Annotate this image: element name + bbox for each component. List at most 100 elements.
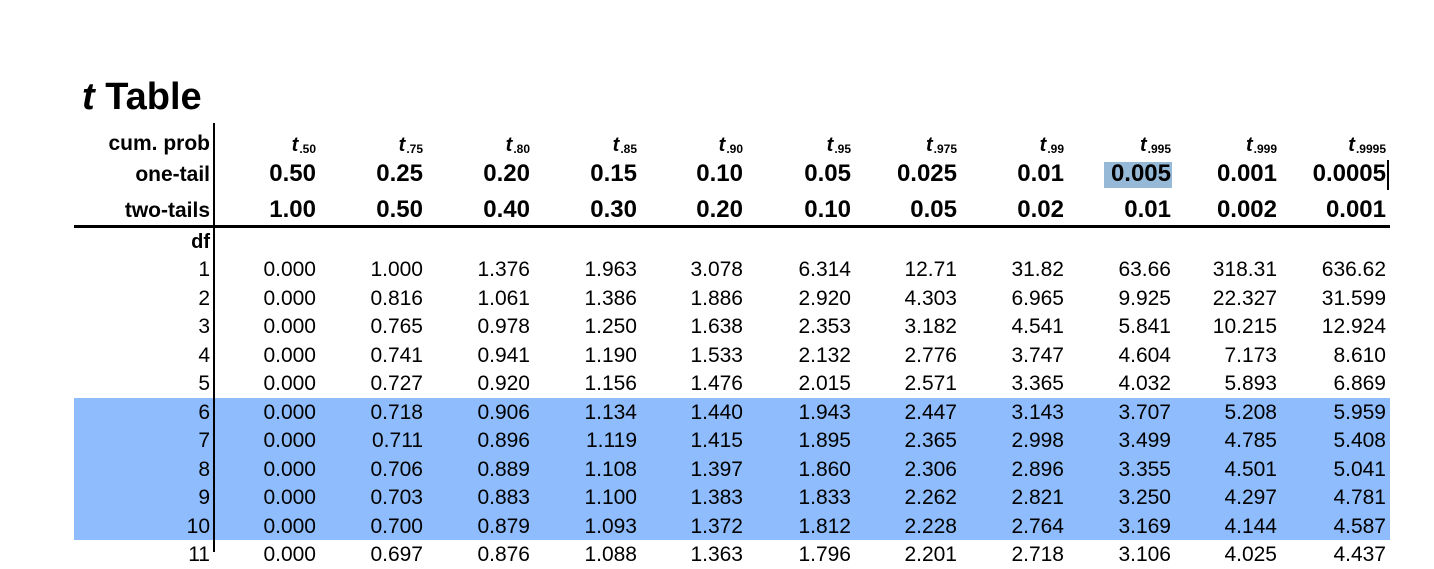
table-cell[interactable]: 6.869 [1333, 372, 1386, 395]
table-cell[interactable]: 3.169 [1118, 515, 1171, 538]
table-cell[interactable]: 4.144 [1224, 515, 1277, 538]
table-cell[interactable]: 8.610 [1333, 344, 1386, 367]
table-cell[interactable]: 0.879 [477, 515, 530, 538]
table-cell[interactable]: 0.697 [370, 543, 423, 566]
table-cell[interactable]: 2.365 [904, 429, 957, 452]
table-cell[interactable]: 4.501 [1224, 458, 1277, 481]
table-cell[interactable]: 0.978 [477, 315, 530, 338]
one-tail-cell[interactable]: 0.50 [269, 160, 316, 187]
table-cell[interactable]: 636.62 [1321, 258, 1386, 281]
table-cell[interactable]: 0.727 [370, 372, 423, 395]
table-cell[interactable]: 1.363 [690, 543, 743, 566]
table-cell[interactable]: 2.132 [798, 344, 851, 367]
table-cell[interactable]: 2.353 [798, 315, 851, 338]
table-cell[interactable]: 4.604 [1118, 344, 1171, 367]
table-cell[interactable]: 0.816 [370, 287, 423, 310]
table-cell[interactable]: 1.397 [690, 458, 743, 481]
table-cell[interactable]: 2.718 [1011, 543, 1064, 566]
table-cell[interactable]: 0.000 [263, 543, 316, 566]
cum-prob-header-cell[interactable]: t.999 [1246, 134, 1277, 157]
two-tails-cell[interactable]: 0.001 [1325, 196, 1386, 223]
table-cell[interactable]: 0.889 [477, 458, 530, 481]
table-cell[interactable]: 1.000 [370, 258, 423, 281]
table-cell[interactable]: 0.700 [370, 515, 423, 538]
table-cell[interactable]: 5.893 [1224, 372, 1277, 395]
table-cell[interactable]: 0.941 [477, 344, 530, 367]
table-cell[interactable]: 0.741 [370, 344, 423, 367]
table-cell[interactable]: 1.943 [798, 401, 851, 424]
table-cell[interactable]: 1.386 [584, 287, 637, 310]
table-cell[interactable]: 1.895 [798, 429, 851, 452]
table-cell[interactable]: 0.000 [263, 258, 316, 281]
table-cell[interactable]: 6.965 [1011, 287, 1064, 310]
cum-prob-header-cell[interactable]: t.80 [506, 134, 530, 157]
two-tails-cell[interactable]: 0.10 [804, 196, 851, 223]
table-cell[interactable]: 0.000 [263, 429, 316, 452]
cum-prob-header-cell[interactable]: t.9995 [1348, 134, 1386, 157]
table-cell[interactable]: 5.841 [1118, 315, 1171, 338]
table-cell[interactable]: 2.896 [1011, 458, 1064, 481]
table-cell[interactable]: 1.372 [690, 515, 743, 538]
table-cell[interactable]: 3.747 [1011, 344, 1064, 367]
cum-prob-header-cell[interactable]: t.75 [399, 134, 423, 157]
table-cell[interactable]: 22.327 [1212, 287, 1277, 310]
one-tail-cell[interactable]: 0.10 [696, 160, 743, 187]
table-cell[interactable]: 3.250 [1118, 486, 1171, 509]
table-cell[interactable]: 1.108 [584, 458, 637, 481]
table-cell[interactable]: 1.860 [798, 458, 851, 481]
table-cell[interactable]: 1.190 [584, 344, 637, 367]
table-cell[interactable]: 0.883 [477, 486, 530, 509]
table-cell[interactable]: 7.173 [1224, 344, 1277, 367]
table-cell[interactable]: 2.764 [1011, 515, 1064, 538]
one-tail-cell[interactable]: 0.05 [804, 160, 851, 187]
table-cell[interactable]: 1.415 [690, 429, 743, 452]
one-tail-cell[interactable]: 0.005 [1110, 160, 1171, 187]
table-cell[interactable]: 0.000 [263, 344, 316, 367]
table-cell[interactable]: 4.541 [1011, 315, 1064, 338]
table-cell[interactable]: 0.718 [370, 401, 423, 424]
table-cell[interactable]: 5.408 [1333, 429, 1386, 452]
table-cell[interactable]: 0.711 [372, 429, 423, 452]
one-tail-cell[interactable]: 0.025 [896, 160, 957, 187]
two-tails-cell[interactable]: 0.20 [696, 196, 743, 223]
table-cell[interactable]: 31.82 [1011, 258, 1064, 281]
table-cell[interactable]: 1.376 [477, 258, 530, 281]
cum-prob-header-cell[interactable]: t.95 [827, 134, 851, 157]
table-cell[interactable]: 5.041 [1333, 458, 1386, 481]
table-cell[interactable]: 0.765 [370, 315, 423, 338]
table-cell[interactable]: 0.906 [477, 401, 530, 424]
table-cell[interactable]: 4.437 [1333, 543, 1386, 566]
table-cell[interactable]: 4.032 [1118, 372, 1171, 395]
table-cell[interactable]: 4.025 [1224, 543, 1277, 566]
table-cell[interactable]: 1.156 [584, 372, 637, 395]
table-cell[interactable]: 0.896 [477, 429, 530, 452]
table-cell[interactable]: 12.71 [904, 258, 957, 281]
one-tail-cell[interactable]: 0.20 [483, 160, 530, 187]
table-cell[interactable]: 1.061 [477, 287, 530, 310]
table-cell[interactable]: 3.106 [1118, 543, 1171, 566]
table-cell[interactable]: 1.440 [690, 401, 743, 424]
table-cell[interactable]: 4.785 [1224, 429, 1277, 452]
table-cell[interactable]: 3.355 [1118, 458, 1171, 481]
table-cell[interactable]: 3.078 [690, 258, 743, 281]
table-cell[interactable]: 3.499 [1118, 429, 1171, 452]
table-cell[interactable]: 0.000 [263, 486, 316, 509]
table-cell[interactable]: 1.250 [584, 315, 637, 338]
table-cell[interactable]: 4.587 [1333, 515, 1386, 538]
two-tails-cell[interactable]: 0.01 [1124, 196, 1171, 223]
table-cell[interactable]: 0.000 [263, 458, 316, 481]
table-cell[interactable]: 1.088 [584, 543, 637, 566]
table-cell[interactable]: 2.776 [904, 344, 957, 367]
table-cell[interactable]: 9.925 [1118, 287, 1171, 310]
one-tail-cell[interactable]: 0.15 [590, 160, 637, 187]
table-cell[interactable]: 3.143 [1011, 401, 1064, 424]
table-cell[interactable]: 4.303 [904, 287, 957, 310]
one-tail-cell[interactable]: 0.01 [1017, 160, 1064, 187]
table-cell[interactable]: 2.306 [904, 458, 957, 481]
table-cell[interactable]: 3.365 [1011, 372, 1064, 395]
cum-prob-header-cell[interactable]: t.90 [719, 134, 743, 157]
table-cell[interactable]: 1.812 [798, 515, 851, 538]
table-cell[interactable]: 3.182 [904, 315, 957, 338]
table-cell[interactable]: 0.000 [263, 315, 316, 338]
table-cell[interactable]: 4.297 [1224, 486, 1277, 509]
